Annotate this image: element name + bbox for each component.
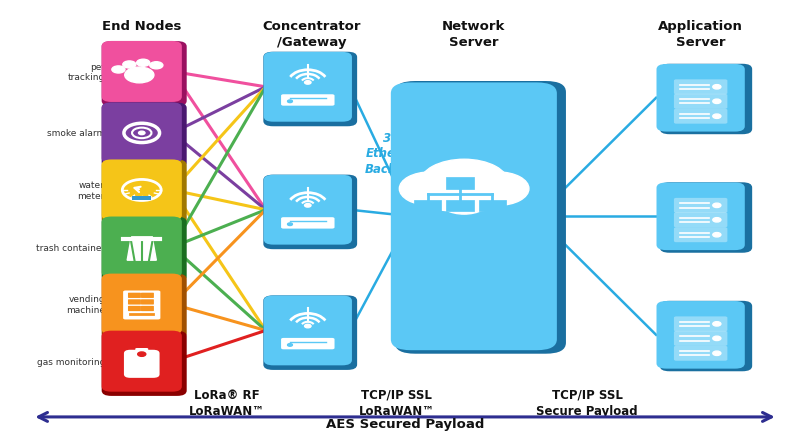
FancyBboxPatch shape: [479, 201, 506, 212]
Text: LoRa® RF
LoRaWAN™: LoRa® RF LoRaWAN™: [189, 388, 265, 417]
FancyBboxPatch shape: [394, 82, 566, 354]
Circle shape: [422, 183, 474, 211]
FancyBboxPatch shape: [101, 103, 186, 168]
Circle shape: [139, 132, 145, 135]
Circle shape: [438, 187, 490, 215]
FancyBboxPatch shape: [674, 198, 727, 213]
FancyBboxPatch shape: [101, 331, 186, 396]
FancyBboxPatch shape: [101, 42, 181, 102]
Circle shape: [125, 68, 154, 84]
FancyBboxPatch shape: [264, 53, 352, 122]
FancyBboxPatch shape: [414, 201, 441, 212]
Circle shape: [713, 351, 721, 356]
Circle shape: [137, 60, 150, 67]
Circle shape: [454, 183, 506, 211]
FancyBboxPatch shape: [656, 183, 745, 251]
FancyBboxPatch shape: [674, 95, 727, 110]
FancyBboxPatch shape: [101, 217, 186, 282]
FancyBboxPatch shape: [659, 64, 752, 135]
FancyBboxPatch shape: [674, 346, 727, 361]
Text: Network
Server: Network Server: [442, 20, 505, 49]
FancyBboxPatch shape: [674, 331, 727, 346]
Circle shape: [150, 63, 163, 70]
FancyBboxPatch shape: [659, 301, 752, 371]
FancyBboxPatch shape: [141, 293, 154, 298]
FancyBboxPatch shape: [101, 217, 181, 278]
FancyBboxPatch shape: [132, 197, 151, 200]
FancyBboxPatch shape: [141, 306, 154, 311]
Text: trash container: trash container: [36, 243, 104, 252]
Text: Application
Server: Application Server: [659, 20, 743, 49]
FancyBboxPatch shape: [390, 83, 557, 350]
FancyBboxPatch shape: [656, 65, 745, 132]
Circle shape: [305, 325, 311, 328]
Circle shape: [288, 223, 292, 226]
FancyBboxPatch shape: [124, 350, 160, 378]
FancyBboxPatch shape: [101, 274, 181, 335]
Text: gas monitoring: gas monitoring: [36, 357, 104, 366]
FancyBboxPatch shape: [281, 338, 335, 350]
Circle shape: [112, 67, 125, 74]
FancyBboxPatch shape: [659, 183, 752, 253]
FancyBboxPatch shape: [141, 300, 154, 305]
FancyBboxPatch shape: [101, 160, 181, 221]
Text: TCP/IP SSL
LoRaWAN™: TCP/IP SSL LoRaWAN™: [359, 388, 435, 417]
FancyBboxPatch shape: [101, 42, 186, 107]
Text: Concentrator
/Gateway: Concentrator /Gateway: [262, 20, 361, 49]
FancyBboxPatch shape: [264, 175, 352, 245]
Circle shape: [713, 233, 721, 237]
Text: TCP/IP SSL
Secure Payload: TCP/IP SSL Secure Payload: [536, 388, 638, 417]
Circle shape: [288, 101, 292, 103]
Circle shape: [420, 160, 509, 208]
Circle shape: [713, 100, 721, 104]
Circle shape: [305, 81, 311, 85]
Circle shape: [399, 173, 461, 206]
FancyBboxPatch shape: [674, 110, 727, 124]
Text: vending
machine: vending machine: [66, 295, 104, 314]
FancyBboxPatch shape: [123, 291, 160, 320]
FancyBboxPatch shape: [263, 175, 357, 250]
Circle shape: [713, 322, 721, 326]
FancyBboxPatch shape: [656, 301, 745, 369]
Text: pet
tracking: pet tracking: [68, 63, 104, 82]
Circle shape: [713, 85, 721, 90]
FancyBboxPatch shape: [674, 213, 727, 228]
FancyBboxPatch shape: [263, 296, 357, 370]
FancyBboxPatch shape: [674, 80, 727, 95]
FancyBboxPatch shape: [281, 95, 335, 106]
FancyBboxPatch shape: [674, 317, 727, 332]
FancyBboxPatch shape: [128, 300, 141, 305]
Text: water
meter: water meter: [78, 181, 104, 200]
FancyBboxPatch shape: [128, 306, 141, 311]
Circle shape: [713, 336, 721, 341]
FancyBboxPatch shape: [101, 274, 186, 339]
Circle shape: [305, 204, 311, 208]
FancyBboxPatch shape: [101, 331, 181, 392]
FancyBboxPatch shape: [446, 201, 474, 212]
Circle shape: [713, 115, 721, 119]
Circle shape: [713, 218, 721, 223]
FancyBboxPatch shape: [135, 348, 148, 354]
FancyBboxPatch shape: [128, 293, 141, 298]
Circle shape: [138, 352, 146, 357]
FancyBboxPatch shape: [263, 53, 357, 127]
Circle shape: [467, 173, 529, 206]
Circle shape: [288, 344, 292, 346]
FancyBboxPatch shape: [674, 228, 727, 243]
FancyBboxPatch shape: [446, 178, 474, 189]
Polygon shape: [127, 241, 156, 261]
FancyBboxPatch shape: [281, 218, 335, 229]
Circle shape: [123, 62, 136, 69]
FancyBboxPatch shape: [101, 160, 186, 225]
Text: AES Secured Payload: AES Secured Payload: [326, 417, 484, 430]
Text: End Nodes: End Nodes: [102, 20, 181, 33]
Text: 3G/
Ethernet
Backhaul: 3G/ Ethernet Backhaul: [364, 131, 424, 176]
Text: smoke alarm: smoke alarm: [47, 129, 104, 138]
Circle shape: [713, 204, 721, 208]
FancyBboxPatch shape: [264, 296, 352, 365]
FancyBboxPatch shape: [101, 103, 181, 164]
